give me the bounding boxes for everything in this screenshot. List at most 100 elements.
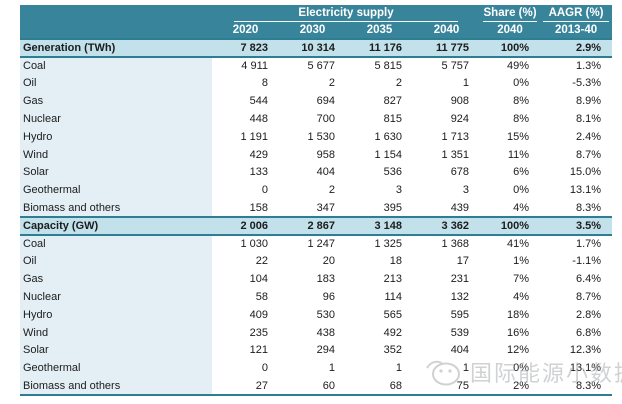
share-header-label: Share (%) [483,7,538,22]
aagr-cell: 8.3% [540,377,613,396]
year-value-cell: 2 [279,181,346,200]
share-cell: 7% [480,270,541,289]
year-value-cell: 595 [413,305,481,324]
group-header-label: Electricity supply [234,7,459,22]
row-label: Gas [20,270,212,289]
table-row: Nuclear 58 96 114 132 4% 8.7% [20,288,613,306]
aagr-cell: 12.3% [540,341,613,360]
year-value-cell: 17 [413,252,481,271]
aagr-period-header: 2013-40 [540,22,613,39]
aagr-cell: 2.9% [540,38,613,58]
aagr-cell: 3.5% [540,215,613,236]
year-value-cell: 121 [212,341,279,360]
row-label: Coal [20,56,212,75]
year-header-2035: 2035 [346,22,413,39]
aagr-cell: 13.1% [540,181,613,200]
share-cell: 0% [480,74,541,93]
share-cell: 0% [480,181,541,200]
year-header-2040: 2040 [413,22,481,39]
row-label: Coal [20,234,212,253]
year-value-cell: 20 [279,252,346,271]
aagr-cell: 8.9% [540,92,613,111]
table-row: Biomass and others 158 347 395 439 4% 8.3% [20,199,613,217]
row-label: Gas [20,92,212,111]
year-value-cell: 133 [212,163,279,182]
aagr-cell: 13.1% [540,359,613,378]
year-value-cell: 1 [413,359,481,378]
aagr-header-label: AAGR (%) [543,7,610,22]
year-value-cell: 1 713 [413,127,481,146]
year-value-cell: 439 [413,199,481,217]
year-value-cell: 1 351 [413,145,481,164]
aagr-cell: 6.4% [540,270,613,289]
share-cell: 4% [480,288,541,306]
table-corner-cell [20,22,212,39]
share-cell: 18% [480,305,541,324]
share-cell: 6% [480,163,541,182]
year-value-cell: 213 [346,270,413,289]
share-cell: 49% [480,56,541,75]
year-value-cell: 58 [212,288,279,306]
year-header-2030: 2030 [279,22,346,39]
year-value-cell: 404 [413,341,481,360]
year-value-cell: 1 191 [212,127,279,146]
share-cell: 2% [480,377,541,396]
year-value-cell: 1 530 [279,127,346,146]
table-row: Nuclear 448 700 815 924 8% 8.1% [20,110,613,128]
electricity-supply-table: Electricity supply Share (%) AAGR (%) 20… [20,5,613,396]
year-value-cell: 694 [279,92,346,111]
year-value-cell: 700 [279,110,346,128]
row-label: Nuclear [20,110,212,128]
year-value-cell: 1 [346,359,413,378]
year-value-cell: 347 [279,199,346,217]
year-value-cell: 3 148 [346,215,413,236]
aagr-cell: 8.7% [540,288,613,306]
table-row: Biomass and others 27 60 68 75 2% 8.3% [20,377,613,396]
year-value-cell: 2 867 [279,215,346,236]
row-label: Wind [20,145,212,164]
year-value-cell: 924 [413,110,481,128]
year-value-cell: 114 [346,288,413,306]
year-value-cell: 75 [413,377,481,396]
year-value-cell: 1 [413,74,481,93]
header-group-row: Electricity supply Share (%) AAGR (%) [20,5,613,22]
year-value-cell: 11 775 [413,38,481,58]
year-value-cell: 8 [212,74,279,93]
row-label: Solar [20,163,212,182]
year-value-cell: 908 [413,92,481,111]
year-value-cell: 18 [346,252,413,271]
year-value-cell: 1 247 [279,234,346,253]
table-row: Gas 544 694 827 908 8% 8.9% [20,92,613,111]
year-value-cell: 5 757 [413,56,481,75]
share-cell: 8% [480,110,541,128]
row-label: Oil [20,74,212,93]
year-value-cell: 1 630 [346,127,413,146]
year-value-cell: 7 823 [212,38,279,58]
row-label: Oil [20,252,212,271]
share-cell: 0% [480,359,541,378]
table-corner-cell [20,5,212,22]
share-cell: 41% [480,234,541,253]
table-row: Hydro 409 530 565 595 18% 2.8% [20,305,613,324]
year-value-cell: 438 [279,323,346,342]
aagr-cell: 6.8% [540,323,613,342]
year-value-cell: 294 [279,341,346,360]
year-value-cell: 183 [279,270,346,289]
table-row: Wind 429 958 1 154 1 351 11% 8.7% [20,145,613,164]
row-label: Solar [20,341,212,360]
year-value-cell: 235 [212,323,279,342]
year-value-cell: 68 [346,377,413,396]
row-label: Hydro [20,127,212,146]
year-value-cell: 544 [212,92,279,111]
year-value-cell: 27 [212,377,279,396]
year-value-cell: 1 154 [346,145,413,164]
row-label: Biomass and others [20,199,212,217]
share-cell: 11% [480,145,541,164]
year-value-cell: 565 [346,305,413,324]
year-value-cell: 539 [413,323,481,342]
year-value-cell: 231 [413,270,481,289]
year-value-cell: 5 815 [346,56,413,75]
year-value-cell: 3 [346,181,413,200]
share-cell: 8% [480,92,541,111]
